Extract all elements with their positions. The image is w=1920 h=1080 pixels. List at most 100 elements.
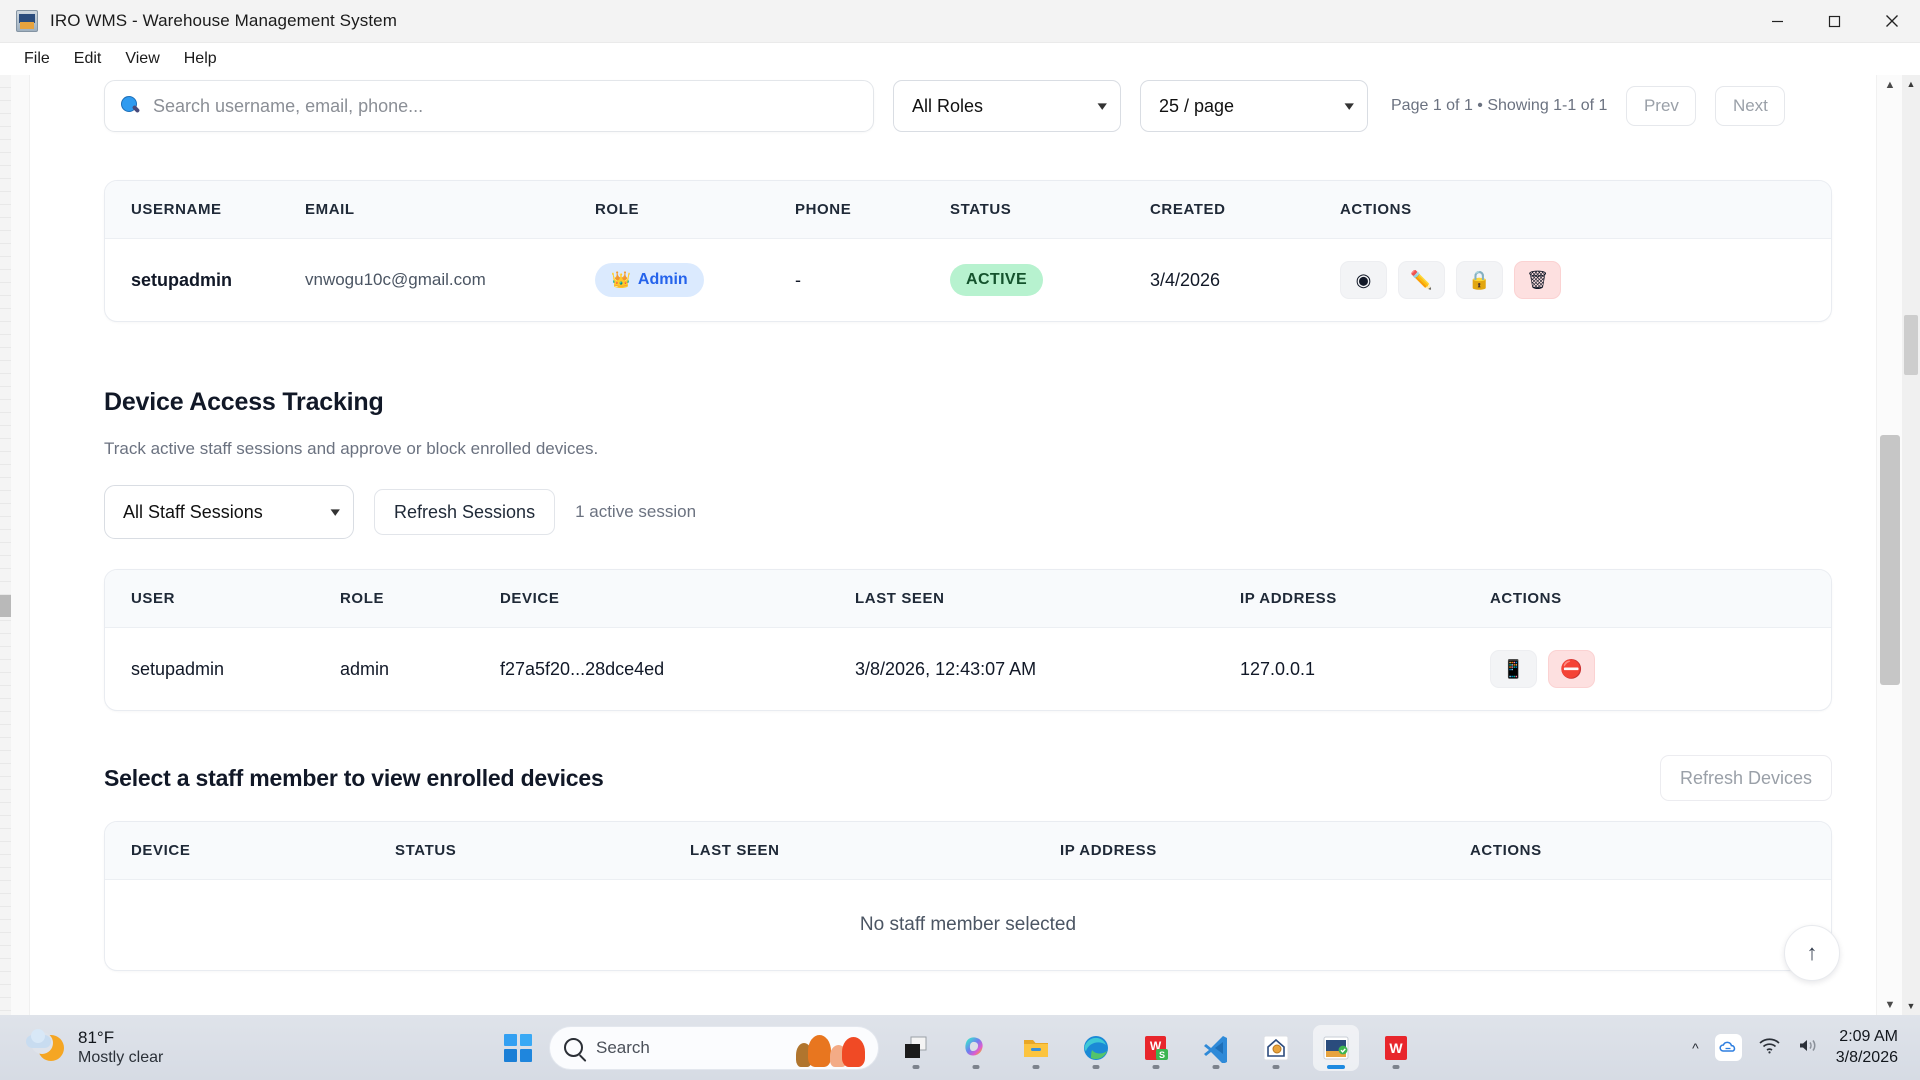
block-device-button[interactable]: ⛔ bbox=[1548, 650, 1595, 688]
title-bar: IRO WMS - Warehouse Management System bbox=[0, 0, 1920, 43]
prev-page-button[interactable]: Prev bbox=[1626, 86, 1697, 126]
edge-icon bbox=[1084, 1035, 1108, 1060]
cell-phone: - bbox=[795, 269, 801, 290]
role-badge: 👑 Admin bbox=[595, 263, 704, 297]
page-content: Search username, email, phone... All Rol… bbox=[30, 75, 1876, 1015]
page-scrollbar-thumb[interactable] bbox=[1880, 435, 1900, 685]
next-page-button[interactable]: Next bbox=[1715, 86, 1786, 126]
scrollbar-up-arrow[interactable]: ▲ bbox=[1884, 79, 1896, 91]
speaker-icon[interactable] bbox=[1797, 1036, 1820, 1060]
enrolled-devices-title: Select a staff member to view enrolled d… bbox=[104, 764, 604, 791]
role-label: Admin bbox=[637, 271, 688, 288]
cell-actions: ◉ ✏️ 🔒 🗑 bbox=[1340, 239, 1831, 322]
pagination-info: Page 1 of 1 • Showing 1-1 of 1 bbox=[1391, 97, 1608, 114]
maximize-icon[interactable] bbox=[1806, 0, 1863, 43]
copilot-icon bbox=[965, 1036, 983, 1055]
view-user-button[interactable]: ◉ bbox=[1340, 261, 1387, 299]
taskbar-app-file-explorer[interactable] bbox=[1013, 1025, 1059, 1071]
table-row[interactable]: setupadmin vnwogu10c@gmail.com 👑 Admin - bbox=[105, 239, 1831, 322]
menu-help[interactable]: Help bbox=[183, 50, 217, 67]
taskbar-app-wps-writer[interactable]: W bbox=[1373, 1025, 1419, 1071]
col-session-last-seen: LAST SEEN bbox=[855, 570, 1240, 628]
sessions-table-card: USER ROLE DEVICE LAST SEEN IP ADDRESS AC… bbox=[104, 569, 1832, 711]
iro-wms-icon bbox=[1323, 1036, 1349, 1059]
cell-session-actions: 📱 ⛔ bbox=[1490, 628, 1831, 711]
vscode-icon bbox=[1204, 1035, 1227, 1063]
windows-taskbar: 81°F Mostly clear Search bbox=[0, 1015, 1920, 1080]
col-username[interactable]: USERNAME bbox=[105, 181, 305, 239]
window-scrollbar-thumb[interactable] bbox=[1904, 315, 1918, 375]
cell-session-ip: 127.0.0.1 bbox=[1240, 658, 1316, 679]
search-icon bbox=[121, 96, 141, 116]
cell-status: ACTIVE bbox=[950, 239, 1150, 322]
device-tracking-title: Device Access Tracking bbox=[104, 388, 384, 416]
staff-session-select[interactable]: All Staff Sessions ▾ bbox=[104, 485, 354, 539]
col-status[interactable]: STATUS bbox=[950, 181, 1150, 239]
taskbar-app-iro-wms[interactable] bbox=[1313, 1024, 1359, 1071]
device-details-button[interactable]: 📱 bbox=[1490, 650, 1537, 688]
taskbar-app-copilot[interactable] bbox=[953, 1025, 999, 1071]
role-filter-select[interactable]: All Roles ▾ bbox=[893, 80, 1121, 132]
taskbar-app-edge[interactable] bbox=[1073, 1025, 1119, 1071]
table-header-row: DEVICE STATUS LAST SEEN IP ADDRESS ACTIO… bbox=[105, 822, 1831, 880]
device-tracking-subtitle: Track active staff sessions and approve … bbox=[104, 439, 599, 458]
people-illustration-icon bbox=[796, 1029, 868, 1069]
empty-state-row: No staff member selected bbox=[105, 880, 1831, 971]
col-device: DEVICE bbox=[105, 822, 395, 880]
users-toolbar: Search username, email, phone... All Rol… bbox=[104, 75, 1832, 132]
left-scrollbar-thumb[interactable] bbox=[0, 595, 11, 617]
page-scrollbar[interactable]: ▲ ▼ bbox=[1876, 75, 1902, 1015]
taskbar-center: Search bbox=[501, 1024, 1419, 1071]
cell-session-user: setupadmin bbox=[131, 658, 225, 679]
staff-session-value: All Staff Sessions bbox=[123, 501, 263, 522]
search-icon bbox=[564, 1038, 583, 1057]
taskbar-app-vscode[interactable] bbox=[1193, 1025, 1239, 1071]
scrollbar-down-arrow[interactable]: ▼ bbox=[1884, 999, 1896, 1011]
taskbar-app-settings-home[interactable] bbox=[1253, 1025, 1299, 1071]
cell-role: 👑 Admin bbox=[595, 239, 795, 322]
taskbar-app-wps-spreadsheet[interactable]: W S bbox=[1133, 1025, 1179, 1071]
page-size-select[interactable]: 25 / page ▾ bbox=[1140, 80, 1368, 132]
left-edge-scrollbar[interactable] bbox=[0, 75, 11, 1015]
edit-user-button[interactable]: ✏️ bbox=[1398, 261, 1445, 299]
menu-view[interactable]: View bbox=[125, 50, 160, 67]
enrolled-devices-card: DEVICE STATUS LAST SEEN IP ADDRESS ACTIO… bbox=[104, 821, 1832, 971]
col-email[interactable]: EMAIL bbox=[305, 181, 595, 239]
col-session-ip: IP ADDRESS bbox=[1240, 570, 1490, 628]
search-input[interactable]: Search username, email, phone... bbox=[104, 80, 874, 132]
chevron-down-icon: ▾ bbox=[330, 504, 341, 519]
close-icon[interactable] bbox=[1863, 0, 1920, 43]
moon-cloud-icon bbox=[26, 1028, 66, 1066]
scroll-to-top-button[interactable]: ↑ bbox=[1784, 925, 1840, 981]
menu-edit[interactable]: Edit bbox=[73, 50, 102, 67]
taskbar-app-taskview[interactable] bbox=[893, 1025, 939, 1071]
taskbar-search-placeholder: Search bbox=[596, 1037, 650, 1057]
cloud-sync-icon[interactable] bbox=[1714, 1034, 1742, 1061]
menu-file[interactable]: File bbox=[24, 50, 50, 67]
lock-user-button[interactable]: 🔒 bbox=[1456, 261, 1503, 299]
refresh-devices-button[interactable]: Refresh Devices bbox=[1659, 755, 1832, 801]
weather-temperature: 81°F bbox=[78, 1027, 115, 1047]
taskbar-weather-widget[interactable]: 81°F Mostly clear bbox=[26, 1027, 163, 1068]
col-device-status: STATUS bbox=[395, 822, 690, 880]
chevron-up-icon[interactable]: ^ bbox=[1692, 1039, 1699, 1056]
window-scrollbar-down-arrow[interactable]: ▼ bbox=[1906, 1001, 1916, 1011]
refresh-sessions-button[interactable]: Refresh Sessions bbox=[374, 489, 556, 535]
col-role[interactable]: ROLE bbox=[595, 181, 795, 239]
taskbar-clock[interactable]: 2:09 AM 3/8/2026 bbox=[1836, 1027, 1898, 1069]
start-button[interactable] bbox=[501, 1031, 535, 1065]
window-scrollbar[interactable]: ▲ ▼ bbox=[1902, 75, 1920, 1015]
wifi-icon[interactable] bbox=[1758, 1036, 1781, 1060]
window-body: Search username, email, phone... All Rol… bbox=[0, 75, 1920, 1015]
col-phone[interactable]: PHONE bbox=[795, 181, 950, 239]
delete-user-button[interactable]: 🗑 bbox=[1514, 261, 1561, 299]
role-filter-value: All Roles bbox=[912, 95, 984, 116]
col-session-user: USER bbox=[105, 570, 340, 628]
minimize-icon[interactable] bbox=[1749, 0, 1806, 43]
taskbar-search-input[interactable]: Search bbox=[549, 1025, 879, 1070]
task-view-icon bbox=[905, 1036, 927, 1058]
table-row[interactable]: setupadmin admin f27a5f20...28dce4ed 3/8… bbox=[105, 628, 1831, 711]
wps-spreadsheet-icon: W S bbox=[1145, 1035, 1168, 1060]
col-created[interactable]: CREATED bbox=[1150, 181, 1340, 239]
window-scrollbar-up-arrow[interactable]: ▲ bbox=[1906, 79, 1916, 89]
